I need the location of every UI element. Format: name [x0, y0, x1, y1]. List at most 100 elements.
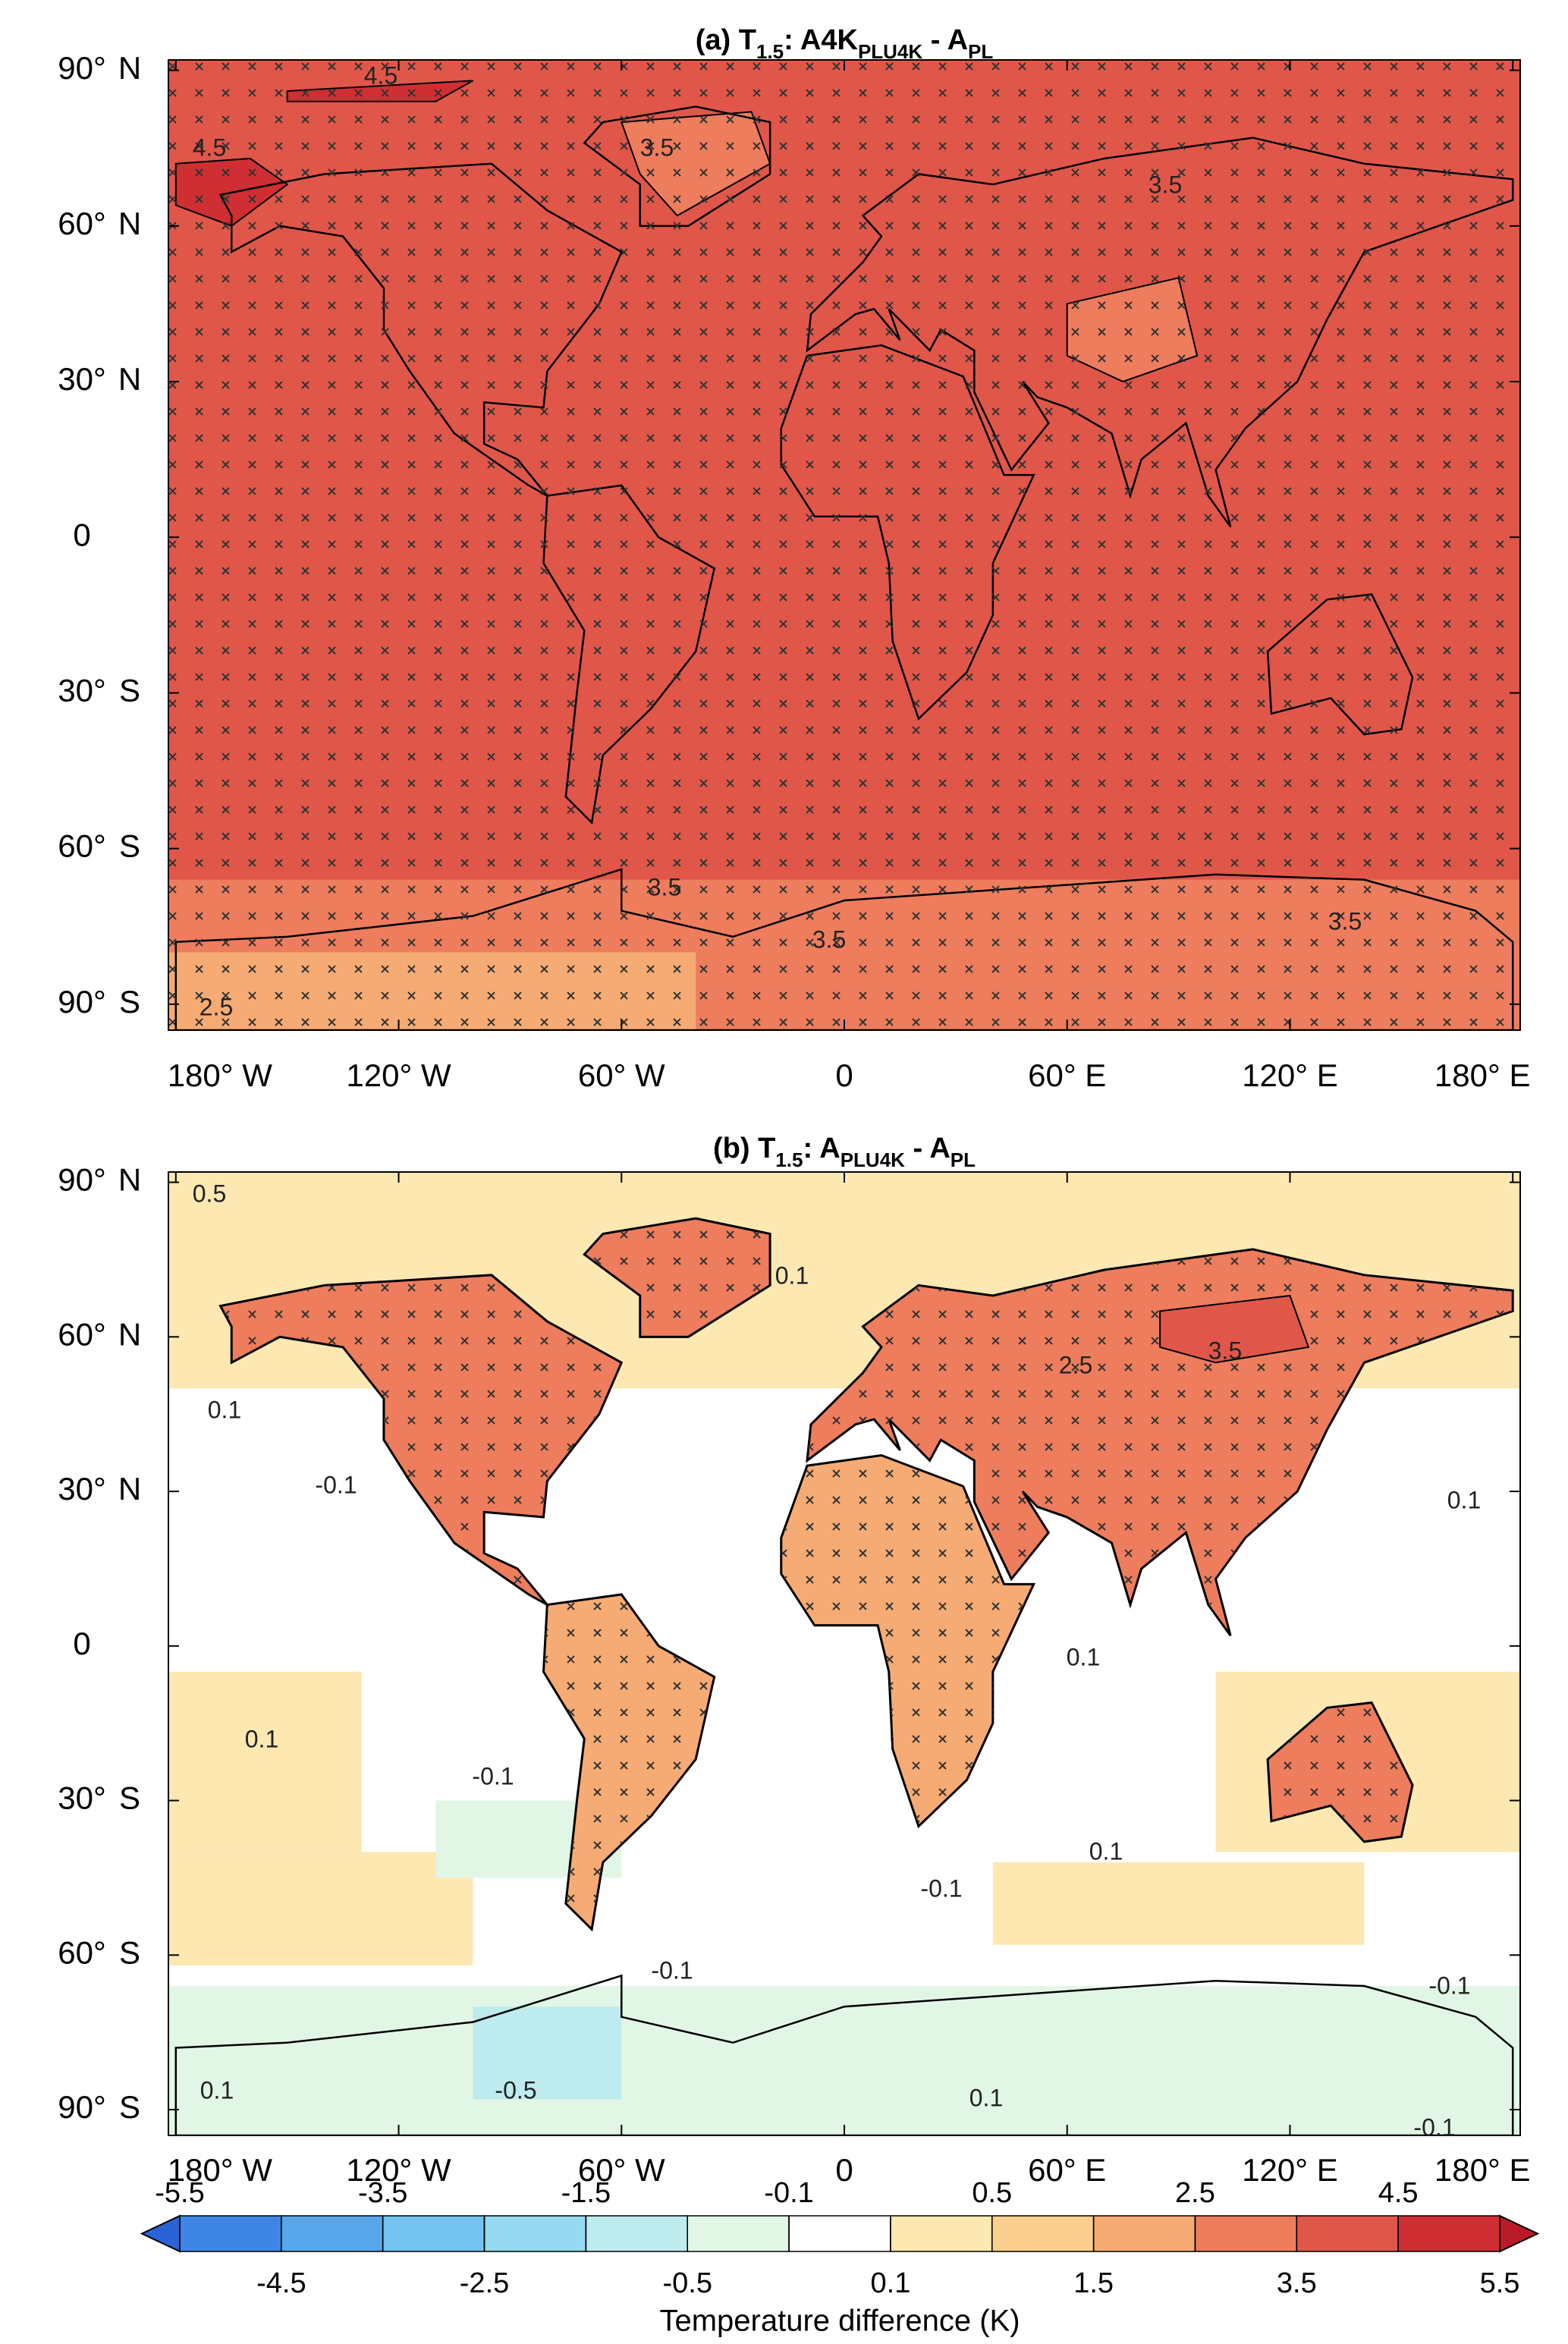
colorbar-bin	[179, 2215, 282, 2252]
title-part: PL	[951, 1148, 976, 1171]
colorbar-bin	[687, 2215, 790, 2252]
colorbar-bin	[1194, 2215, 1298, 2252]
hatching	[1268, 1702, 1413, 1842]
colorbar-bin	[788, 2215, 891, 2252]
lat-hemisphere: S	[119, 1934, 140, 1970]
contour-fill	[168, 1852, 473, 1965]
contour-label: -0.1	[920, 1874, 962, 1902]
colorbar-bin	[1296, 2215, 1399, 2252]
contour-label: 3.5	[648, 873, 681, 900]
lon-label: 120° E	[1242, 1057, 1338, 1093]
lat-hemisphere: N	[118, 50, 141, 86]
contour-label: 0.1	[245, 1725, 278, 1752]
contour-label: 3.5	[812, 925, 846, 953]
colorbar-tick-label: 0.5	[972, 2177, 1012, 2209]
colorbar-bin	[585, 2215, 688, 2252]
lat-label: 60°	[58, 828, 106, 864]
colorbar-extension	[140, 2214, 181, 2253]
lat-hemisphere: N	[118, 206, 141, 241]
lat-hemisphere: N	[118, 1471, 141, 1507]
lon-label: 180° W	[168, 2152, 273, 2188]
contour-labels: 4.5 4.5 3.5 3.5 3.5 3.5 3.5 2.5 0.5 0.1 …	[193, 61, 1481, 2141]
lat-label: 90°	[58, 984, 106, 1020]
lon-label: 0	[835, 2152, 853, 2188]
coastline	[174, 1974, 1514, 2135]
lon-label: 180° E	[1434, 2152, 1531, 2188]
lat-label: 60°	[58, 206, 106, 241]
lat-label: 0	[73, 1626, 90, 1661]
hatching	[584, 1218, 771, 1337]
lat-hemisphere: N	[118, 1162, 141, 1198]
contour-label: 0.1	[969, 2084, 1003, 2111]
lon-label: 60° E	[1028, 2152, 1106, 2188]
title-part: (a) T	[696, 24, 756, 56]
title-part: (b) T	[713, 1133, 775, 1164]
lat-label: 0	[73, 517, 90, 552]
contour-label: 0.1	[1067, 1643, 1100, 1670]
colorbar-extension	[1499, 2214, 1540, 2253]
colorbar-tick-label: -0.5	[662, 2267, 712, 2299]
title-part: PLU4K	[841, 1148, 905, 1171]
colorbar-tick-label: 5.5	[1480, 2267, 1520, 2299]
title-part: PL	[968, 40, 993, 63]
panel-a: (a) T1.5: A4KPLU4K - APL 90° N 60° N 30° N 0 30°…	[58, 24, 1530, 1093]
title-part: : A	[803, 1133, 840, 1164]
colorbar-bin	[382, 2215, 485, 2252]
contour-label: 0.1	[775, 1262, 809, 1289]
colorbar-tick-label: 4.5	[1378, 2177, 1419, 2209]
colorbar-tick-label: -0.1	[764, 2177, 813, 2209]
colorbar-bin	[1397, 2215, 1500, 2252]
map-area	[168, 1172, 1520, 2135]
colorbar-bin	[991, 2215, 1095, 2252]
contour-label: 0.1	[1447, 1486, 1481, 1513]
lon-label: 180° W	[168, 1057, 273, 1093]
map-area	[168, 60, 1520, 1030]
lat-hemisphere: S	[119, 673, 140, 709]
contour-fill	[992, 1862, 1365, 1945]
hatching	[220, 1274, 622, 1605]
panel-title: (a) T1.5: A4KPLU4K - APL	[696, 24, 994, 63]
contour-label: 4.5	[364, 61, 397, 89]
lat-hemisphere: S	[119, 984, 140, 1020]
title-part: 1.5	[756, 40, 784, 63]
lat-label: 30°	[58, 361, 106, 397]
colorbar-tick-label: -1.5	[561, 2177, 611, 2209]
colorbar-label: Temperature difference (K)	[659, 2305, 1020, 2338]
colorbar-bin	[483, 2215, 587, 2252]
lat-label: 30°	[58, 1471, 106, 1507]
lat-label: 60°	[58, 1934, 106, 1970]
contour-label: -0.1	[472, 1762, 514, 1789]
lon-label: 60° W	[578, 2152, 665, 2188]
lon-label: 180° E	[1434, 1057, 1531, 1093]
lat-label: 30°	[58, 1780, 106, 1816]
contour-label: 3.5	[640, 134, 674, 161]
lat-label: 30°	[58, 673, 106, 709]
contour-label: 4.5	[193, 134, 226, 161]
lat-label: 90°	[58, 50, 106, 86]
hatching	[807, 1249, 1513, 1636]
lon-label: 120° W	[346, 1057, 451, 1093]
contour-label: 0.1	[208, 1396, 241, 1423]
lon-label: 0	[835, 1057, 853, 1093]
lon-label: 120° E	[1242, 2152, 1338, 2188]
hatching	[543, 1594, 715, 1930]
contour-label: -0.1	[651, 1956, 693, 1984]
contour-label: 0.5	[193, 1180, 226, 1207]
colorbar-tick-label: -3.5	[358, 2177, 407, 2209]
lat-label: 90°	[58, 2089, 106, 2125]
title-part: - A	[922, 24, 968, 56]
lat-hemisphere: N	[118, 1316, 141, 1352]
colorbar-tick-label: 0.1	[871, 2267, 911, 2299]
contour-fill	[1159, 1294, 1310, 1364]
lat-hemisphere: N	[118, 361, 141, 397]
hatching	[781, 1455, 1034, 1827]
title-part: PLU4K	[858, 40, 922, 63]
lon-label: 60° W	[578, 1057, 665, 1093]
colorbar-bin	[281, 2215, 384, 2252]
contour-fill	[168, 1671, 362, 1852]
hatching	[168, 60, 1520, 1030]
contour-fill	[168, 1986, 1520, 2135]
lat-hemisphere: S	[119, 1780, 140, 1816]
